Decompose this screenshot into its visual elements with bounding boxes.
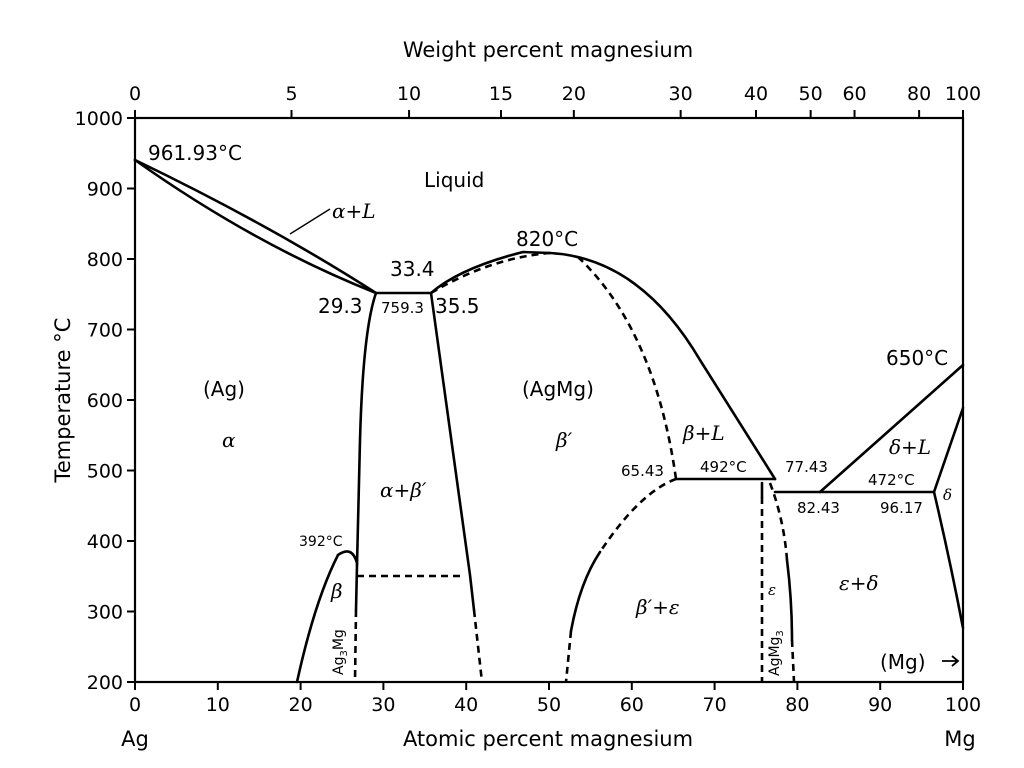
atomic-tick-label: 100 (945, 694, 981, 716)
atomic-percent-axis: 0 10 20 30 40 50 60 70 80 90 100 (129, 682, 981, 716)
alpha-liquid-region: α+L (332, 199, 376, 223)
solid-phase-boundaries (133, 158, 965, 684)
mg-solid-solution-region: (Mg) (880, 650, 926, 674)
beta-prime-epsilon-region: β′+ε (635, 595, 680, 619)
ag-solid-solution-region: (Ag) (203, 377, 245, 401)
atomic-tick-label: 80 (785, 694, 809, 716)
temp-tick-label: 500 (87, 461, 123, 483)
congruent-max-temperature: 820°C (516, 227, 578, 251)
temp-tick-label: 600 (87, 390, 123, 412)
alpha-peritectic-composition: 29.3 (318, 294, 363, 318)
temp-tick-label: 400 (87, 531, 123, 553)
solidus-ag-side (133, 158, 378, 295)
atomic-tick-label: 20 (289, 694, 313, 716)
agmg-lower-dashed (472, 609, 484, 683)
weight-tick-label: 100 (945, 83, 981, 105)
eps-right-dashed (768, 482, 789, 561)
beta-prime-right-dashed (577, 256, 678, 480)
liquidus-agmg-right (548, 251, 777, 481)
eutectic-composition-6543: 65.43 (621, 462, 664, 480)
peritectic-temperature: 759.3 (381, 299, 424, 317)
delta-liquid-region: δ+L (889, 435, 931, 459)
eutectic-composition-8243: 82.43 (797, 499, 840, 517)
beta-dome-right (336, 550, 359, 565)
liquidus-agmg-left (429, 250, 552, 295)
delta-phase-symbol: δ (943, 486, 952, 504)
agmg-region: (AgMg) (522, 377, 594, 401)
atomic-tick-label: 10 (206, 694, 230, 716)
beta-prime-lower-left (569, 550, 602, 633)
beta-prime-lower-dashed (598, 477, 677, 553)
temp-tick-label: 800 (87, 249, 123, 271)
beta-order-temperature: 392°C (299, 534, 343, 550)
weight-tick-label: 60 (842, 83, 866, 105)
eutectic-temperature-492: 492°C (700, 458, 747, 476)
weight-percent-axis: 0 5 10 15 20 30 40 50 60 80 100 (129, 83, 981, 118)
weight-tick-label: 50 (799, 83, 823, 105)
weight-tick-label: 20 (562, 83, 586, 105)
mg-melting-point: 650°C (886, 346, 948, 370)
ag-end-label: Ag (121, 727, 149, 751)
temp-tick-label: 300 (87, 602, 123, 624)
liquidus-ag-side (133, 158, 378, 295)
beta-prime-peritectic-composition: 35.5 (435, 294, 480, 318)
mg-arrow-icon (942, 655, 960, 667)
beta-liquid-region: β+L (682, 421, 725, 445)
beta-prime-bottom-dashed (564, 630, 573, 683)
liquidus-mg-side (818, 363, 965, 494)
dashed-phase-boundaries (353, 251, 796, 683)
weight-percent-title: Weight percent magnesium (403, 38, 693, 62)
temp-tick-label: 900 (87, 179, 123, 201)
weight-tick-label: 40 (744, 83, 768, 105)
ag3mg-dashed (353, 609, 358, 683)
mg-solidus (932, 406, 965, 494)
temp-tick-label: 1000 (75, 108, 123, 130)
epsilon-delta-region: ε+δ (839, 571, 879, 595)
weight-tick-label: 5 (285, 83, 297, 105)
mg-solvus (932, 490, 965, 630)
alpha-solvus (355, 291, 378, 567)
weight-tick-label: 0 (129, 83, 141, 105)
temp-tick-label: 700 (87, 320, 123, 342)
weight-tick-label: 30 (669, 83, 693, 105)
eutectic-composition-9617: 96.17 (880, 499, 923, 517)
congruent-dashed (430, 251, 551, 295)
mg-end-label: Mg (944, 727, 975, 751)
eutectic-composition-7743: 77.43 (785, 458, 828, 476)
eps-bottom-dashed (790, 639, 796, 683)
peritectic-liquid-composition: 33.4 (390, 257, 435, 281)
weight-tick-label: 10 (397, 83, 421, 105)
agmg3-phase-label: AgMg3 (767, 630, 786, 676)
liquid-region: Liquid (424, 168, 484, 192)
alpha-liquid-leader (289, 208, 331, 235)
alpha-phase-symbol: α (222, 428, 236, 452)
agmg-solvus-left (429, 291, 476, 612)
alpha-beta-prime-region: α+β′ (380, 478, 427, 502)
ag-melting-point: 961.93°C (148, 141, 242, 165)
eps-right-solid (785, 558, 794, 642)
ag3mg-phase-label: Ag3Mg (331, 629, 350, 675)
atomic-tick-label: 70 (703, 694, 727, 716)
beta-prime-phase-symbol: β′ (555, 428, 573, 452)
weight-tick-label: 80 (907, 83, 931, 105)
eutectic-temperature-472: 472°C (868, 471, 915, 489)
epsilon-phase-symbol: ε (768, 581, 776, 599)
annotations: 961.93°C Liquid α+L 33.4 29.3 759.3 35.5… (148, 141, 952, 676)
temperature-axis: 200 300 400 500 600 700 800 900 1000 (75, 108, 135, 694)
atomic-tick-label: 50 (537, 694, 561, 716)
beta-dome-left (295, 553, 340, 684)
atomic-tick-label: 90 (868, 694, 892, 716)
temp-tick-label: 200 (87, 672, 123, 694)
atomic-tick-label: 0 (129, 694, 141, 716)
temperature-title: Temperature °C (51, 318, 75, 484)
atomic-percent-title: Atomic percent magnesium (403, 727, 693, 751)
atomic-tick-label: 30 (371, 694, 395, 716)
atomic-tick-label: 60 (620, 694, 644, 716)
atomic-tick-label: 40 (454, 694, 478, 716)
alpha-lower-boundary (354, 563, 359, 612)
beta-phase-symbol: β (330, 579, 343, 603)
weight-tick-label: 15 (489, 83, 513, 105)
